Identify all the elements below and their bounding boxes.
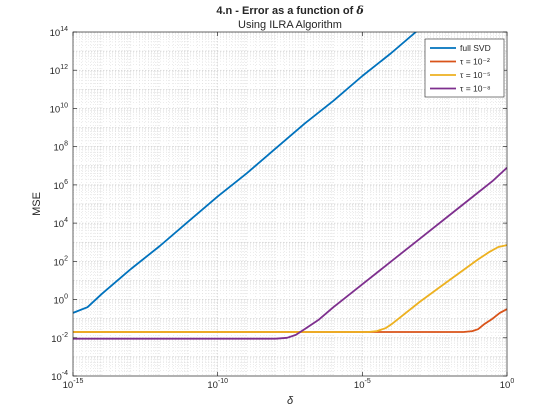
y-tick-label-exponent: 10: [60, 102, 68, 109]
grid: [73, 32, 507, 376]
series-line-0: [73, 32, 418, 314]
y-tick-label: 102: [54, 255, 69, 268]
x-tick-label-base: 10: [207, 380, 218, 391]
x-tick-label-exponent: -5: [365, 378, 371, 385]
y-tick-label: 1010: [50, 102, 68, 115]
y-tick-label-base: 10: [54, 257, 65, 268]
legend-label: τ = 10⁻⁸: [460, 84, 491, 94]
axes-box: [72, 31, 508, 377]
series-line-3: [73, 167, 507, 340]
y-tick-label-exponent: 4: [64, 217, 68, 224]
chart-title: 4.n - Error as a function of δ: [216, 4, 363, 17]
legend-label: τ = 10⁻²: [460, 57, 490, 67]
y-tick-label-exponent: 8: [64, 141, 68, 148]
x-tick-labels: 10-15 10-10 10-5 100: [63, 378, 515, 391]
legend-label: τ = 10⁻⁵: [460, 70, 491, 80]
x-axis-label: δ: [287, 395, 294, 407]
y-tick-label-exponent: 0: [64, 294, 68, 301]
x-tick-label: 10-5: [354, 378, 371, 391]
y-tick-label-exponent: -2: [62, 332, 68, 339]
y-tick-label: 1014: [50, 26, 68, 39]
chart-title-text: 4.n - Error as a function of: [216, 5, 356, 17]
x-tick-label-base: 10: [354, 380, 365, 391]
x-tick-label: 100: [500, 378, 515, 391]
y-tick-label-exponent: 6: [64, 179, 68, 186]
series-line-2: [73, 244, 507, 333]
y-tick-label-base: 10: [54, 219, 65, 230]
x-tick-label-base: 10: [63, 380, 74, 391]
y-tick-label: 106: [54, 179, 69, 192]
y-tick-label: 108: [54, 141, 69, 154]
y-tick-label-exponent: 14: [60, 26, 68, 33]
y-tick-label-base: 10: [54, 143, 65, 154]
chart-title-symbol: δ: [355, 4, 363, 17]
y-tick-label-base: 10: [51, 334, 62, 345]
y-axis-label: MSE: [31, 192, 43, 216]
y-tick-label-base: 10: [50, 104, 61, 115]
y-tick-label-exponent: 2: [64, 255, 68, 262]
legend-label: full SVD: [460, 43, 491, 53]
y-tick-label: 1012: [50, 64, 68, 77]
series-lines: [73, 32, 507, 340]
chart-subtitle: Using ILRA Algorithm: [238, 19, 342, 31]
x-tick-label-exponent: 0: [510, 378, 514, 385]
legend: full SVD τ = 10⁻² τ = 10⁻⁵ τ = 10⁻⁸: [424, 38, 505, 98]
x-tick-label-exponent: -10: [218, 378, 228, 385]
y-tick-label: 104: [54, 217, 69, 230]
x-tick-label: 10-10: [207, 378, 228, 391]
ticks: [72, 31, 508, 377]
y-tick-label-base: 10: [50, 28, 61, 39]
y-tick-label-exponent: 12: [60, 64, 68, 71]
y-tick-label: 100: [54, 294, 69, 307]
y-tick-label-exponent: -4: [62, 370, 68, 377]
x-tick-label: 10-15: [63, 378, 84, 391]
y-tick-label: 10-4: [51, 370, 68, 383]
y-tick-label: 10-2: [51, 332, 68, 345]
y-tick-label-base: 10: [54, 296, 65, 307]
y-tick-label-base: 10: [50, 66, 61, 77]
x-tick-label-base: 10: [500, 380, 511, 391]
x-tick-label-exponent: -15: [73, 378, 83, 385]
y-tick-label-base: 10: [51, 372, 62, 383]
y-tick-label-base: 10: [54, 181, 65, 192]
